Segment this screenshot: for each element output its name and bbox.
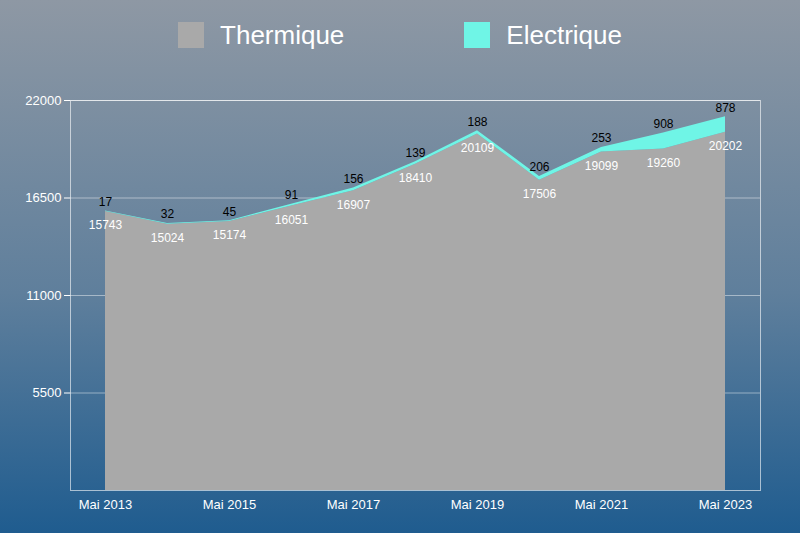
- svg-text:253: 253: [591, 131, 611, 145]
- svg-text:Mai 2019: Mai 2019: [451, 497, 504, 512]
- svg-text:15743: 15743: [89, 218, 123, 232]
- svg-text:15174: 15174: [213, 228, 247, 242]
- svg-text:19260: 19260: [647, 156, 681, 170]
- svg-text:32: 32: [161, 207, 175, 221]
- svg-text:16051: 16051: [275, 213, 309, 227]
- svg-text:22000: 22000: [25, 93, 61, 108]
- svg-text:11000: 11000: [26, 288, 61, 303]
- html-text:Electrique: Electrique: [506, 19, 622, 50]
- svg-text:156: 156: [343, 172, 363, 186]
- svg-text:45: 45: [223, 205, 237, 219]
- svg-text:206: 206: [529, 160, 549, 174]
- svg-text:20202: 20202: [709, 139, 743, 153]
- svg-text:17: 17: [99, 195, 113, 209]
- svg-text:91: 91: [285, 188, 299, 202]
- svg-text:16907: 16907: [337, 198, 371, 212]
- svg-text:Mai 2021: Mai 2021: [575, 497, 628, 512]
- svg-text:18410: 18410: [399, 171, 433, 185]
- svg-text:878: 878: [715, 101, 735, 115]
- svg-text:16500: 16500: [25, 190, 61, 205]
- svg-text:5500: 5500: [33, 385, 62, 400]
- html-text:Thermique: Thermique: [220, 19, 345, 50]
- svg-text:Mai 2015: Mai 2015: [203, 497, 256, 512]
- svg-text:17506: 17506: [523, 187, 557, 201]
- svg-text:Mai 2013: Mai 2013: [79, 497, 132, 512]
- svg-text:19099: 19099: [585, 159, 619, 173]
- svg-text:Mai 2017: Mai 2017: [327, 497, 380, 512]
- svg-text:908: 908: [653, 117, 673, 131]
- svg-text:Mai 2023: Mai 2023: [699, 497, 752, 512]
- svg-text:20109: 20109: [461, 141, 495, 155]
- svg-text:15024: 15024: [151, 231, 185, 245]
- svg-text:188: 188: [467, 115, 487, 129]
- svg-text:139: 139: [405, 146, 425, 160]
